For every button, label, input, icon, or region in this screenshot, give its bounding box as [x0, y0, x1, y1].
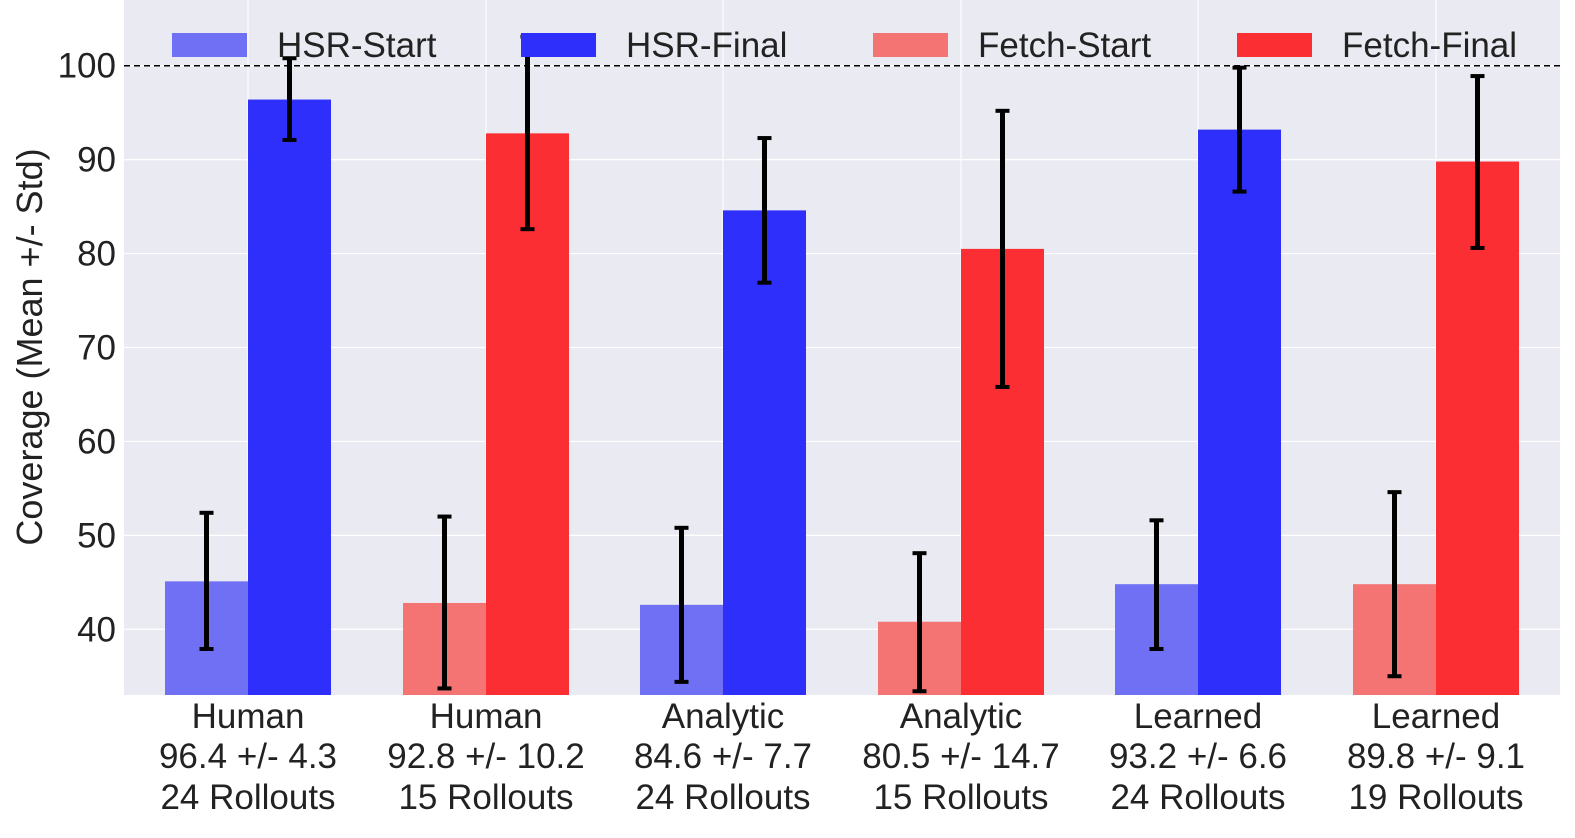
y-axis-ticks: 40 50 60 70 80 90 100 [58, 47, 116, 650]
legend-swatch-fetch-start [873, 33, 948, 57]
x-category-label-5-line-2: 93.2 +/- 6.6 [1109, 737, 1287, 776]
y-tick-label-50: 50 [77, 516, 116, 555]
x-category-label-5-line-3: 24 Rollouts [1110, 778, 1285, 817]
legend-label-hsr-final: HSR-Final [626, 26, 787, 65]
x-category-label-3-line-2: 84.6 +/- 7.7 [634, 737, 812, 776]
y-tick-label-90: 90 [77, 141, 116, 180]
x-category-label-6-line-2: 89.8 +/- 9.1 [1347, 737, 1525, 776]
y-tick-label-70: 70 [77, 329, 116, 368]
x-category-label-4-line-2: 80.5 +/- 14.7 [862, 737, 1060, 776]
x-category-label-3-line-1: Analytic [662, 697, 785, 736]
x-category-label-2-line-3: 15 Rollouts [398, 778, 573, 817]
legend-swatch-fetch-final [1237, 33, 1312, 57]
y-axis-title: Coverage (Mean +/- Std) [9, 148, 50, 545]
legend-swatch-hsr-final [521, 33, 596, 57]
error-bars [199, 34, 1485, 694]
bar-fetch-final-group-6 [1436, 161, 1519, 696]
y-tick-label-40: 40 [77, 610, 116, 649]
y-tick-label-60: 60 [77, 422, 116, 461]
bar-hsr-final-group-5 [1198, 129, 1281, 696]
x-category-label-3-line-3: 24 Rollouts [635, 778, 810, 817]
x-category-label-2-line-1: Human [430, 697, 543, 736]
x-category-label-5-line-1: Learned [1134, 697, 1262, 736]
bar-hsr-final-group-3 [723, 210, 806, 696]
x-category-label-4-line-1: Analytic [900, 697, 1023, 736]
legend-label-fetch-final: Fetch-Final [1342, 26, 1517, 65]
x-category-label-4-line-3: 15 Rollouts [873, 778, 1048, 817]
x-category-label-6-line-3: 19 Rollouts [1348, 778, 1523, 817]
x-category-label-6-line-1: Learned [1372, 697, 1500, 736]
legend-label-fetch-start: Fetch-Start [978, 26, 1151, 65]
x-category-label-1-line-3: 24 Rollouts [160, 778, 335, 817]
y-tick-label-80: 80 [77, 235, 116, 274]
legend: HSR-Start HSR-Final Fetch-Start Fetch-Final [172, 26, 1517, 65]
x-category-label-1-line-2: 96.4 +/- 4.3 [159, 737, 337, 776]
x-category-label-2-line-2: 92.8 +/- 10.2 [387, 737, 585, 776]
x-category-label-1-line-1: Human [192, 697, 305, 736]
y-tick-label-100: 100 [58, 47, 116, 86]
legend-label-hsr-start: HSR-Start [277, 26, 437, 65]
legend-swatch-hsr-start [172, 33, 247, 57]
bar-hsr-final-group-1 [248, 99, 331, 695]
